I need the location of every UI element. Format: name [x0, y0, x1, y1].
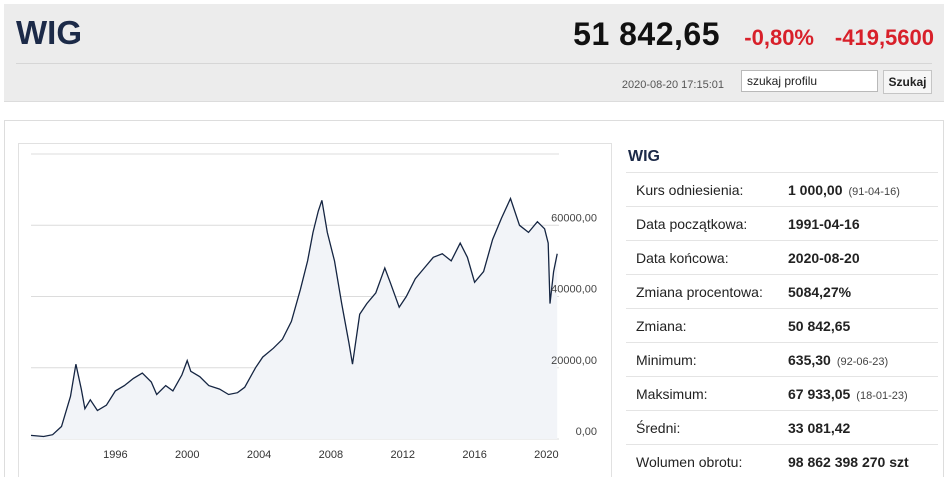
x-tick-label: 2008 [319, 449, 343, 461]
quote-header: WIG 51 842,65 -0,80% -419,5600 2020-08-2… [4, 4, 944, 102]
chart-container: 0,00 20000,00 40000,00 60000,00 1996 2000 200… [18, 143, 612, 477]
info-label: Zmiana: [636, 318, 687, 334]
y-tick-label: 20000,00 [551, 355, 597, 367]
info-label: Minimum: [636, 352, 697, 368]
info-value: 1991-04-16 [788, 216, 860, 232]
info-row: Zmiana: 50 842,65 [626, 308, 938, 342]
info-value: 2020-08-20 [788, 250, 860, 266]
x-tick-label: 1996 [103, 449, 127, 461]
info-label: Zmiana procentowa: [636, 284, 763, 300]
index-value: 51 842,65 [573, 16, 720, 52]
info-value: 50 842,65 [788, 318, 851, 334]
info-row: Minimum: 635,30 (92-06-23) [626, 342, 938, 376]
info-date: (18-01-23) [856, 390, 908, 402]
info-row: Średni: 33 081,42 [626, 410, 938, 444]
x-tick-label: 2004 [247, 449, 271, 461]
info-label: Średni: [636, 420, 681, 436]
info-value: 5084,27% [788, 284, 852, 300]
x-tick-label: 2016 [462, 449, 486, 461]
info-row: Data końcowa: 2020-08-20 [626, 240, 938, 274]
change-absolute: -419,5600 [834, 25, 934, 50]
info-label: Kurs odniesienia: [636, 182, 744, 198]
price-chart: 0,00 20000,00 40000,00 60000,00 1996 2000 200… [30, 153, 597, 461]
info-value: 1 000,00 (91-04-16) [788, 182, 900, 198]
info-label: Maksimum: [636, 386, 708, 402]
x-tick-label: 2020 [534, 449, 558, 461]
y-tick-label: 60000,00 [551, 212, 597, 224]
quote-timestamp: 2020-08-20 17:15:01 [621, 79, 724, 91]
info-label: Data końcowa: [636, 250, 729, 266]
info-value: 33 081,42 [788, 420, 851, 436]
info-date: (92-06-23) [836, 356, 889, 368]
info-label: Wolumen obrotu: [636, 454, 743, 470]
x-axis-labels: 1996 2000 2004 2008 2012 2016 2020 [103, 449, 559, 461]
price-area [31, 198, 558, 439]
x-tick-label: 2012 [391, 449, 415, 461]
info-row: Data początkowa: 1991-04-16 [626, 206, 938, 240]
info-title: WIG [628, 148, 660, 165]
search-profile-input[interactable] [741, 70, 878, 92]
info-value: 635,30 (92-06-23) [788, 352, 889, 368]
y-tick-label: 40000,00 [551, 284, 597, 296]
search-button[interactable]: Szukaj [883, 70, 932, 94]
y-tick-label: 0,00 [576, 426, 597, 438]
x-tick-label: 2000 [175, 449, 199, 461]
info-value: 98 862 398 270 szt [788, 454, 909, 470]
change-percent: -0,80% [744, 25, 814, 50]
info-label: Data początkowa: [636, 216, 748, 232]
price-line [30, 196, 558, 438]
info-row: Maksimum: 67 933,05 (18-01-23) [626, 376, 938, 410]
info-row: Kurs odniesienia: 1 000,00 (91-04-16) [626, 172, 938, 206]
header-divider [16, 63, 932, 64]
info-row: Zmiana procentowa: 5084,27% [626, 274, 938, 308]
info-row: Wolumen obrotu: 98 862 398 270 szt [626, 444, 938, 478]
info-date: (91-04-16) [848, 186, 900, 198]
index-name: WIG [16, 14, 82, 51]
info-value: 67 933,05 (18-01-23) [788, 386, 908, 402]
y-axis-labels: 0,00 20000,00 40000,00 60000,00 [551, 212, 597, 438]
